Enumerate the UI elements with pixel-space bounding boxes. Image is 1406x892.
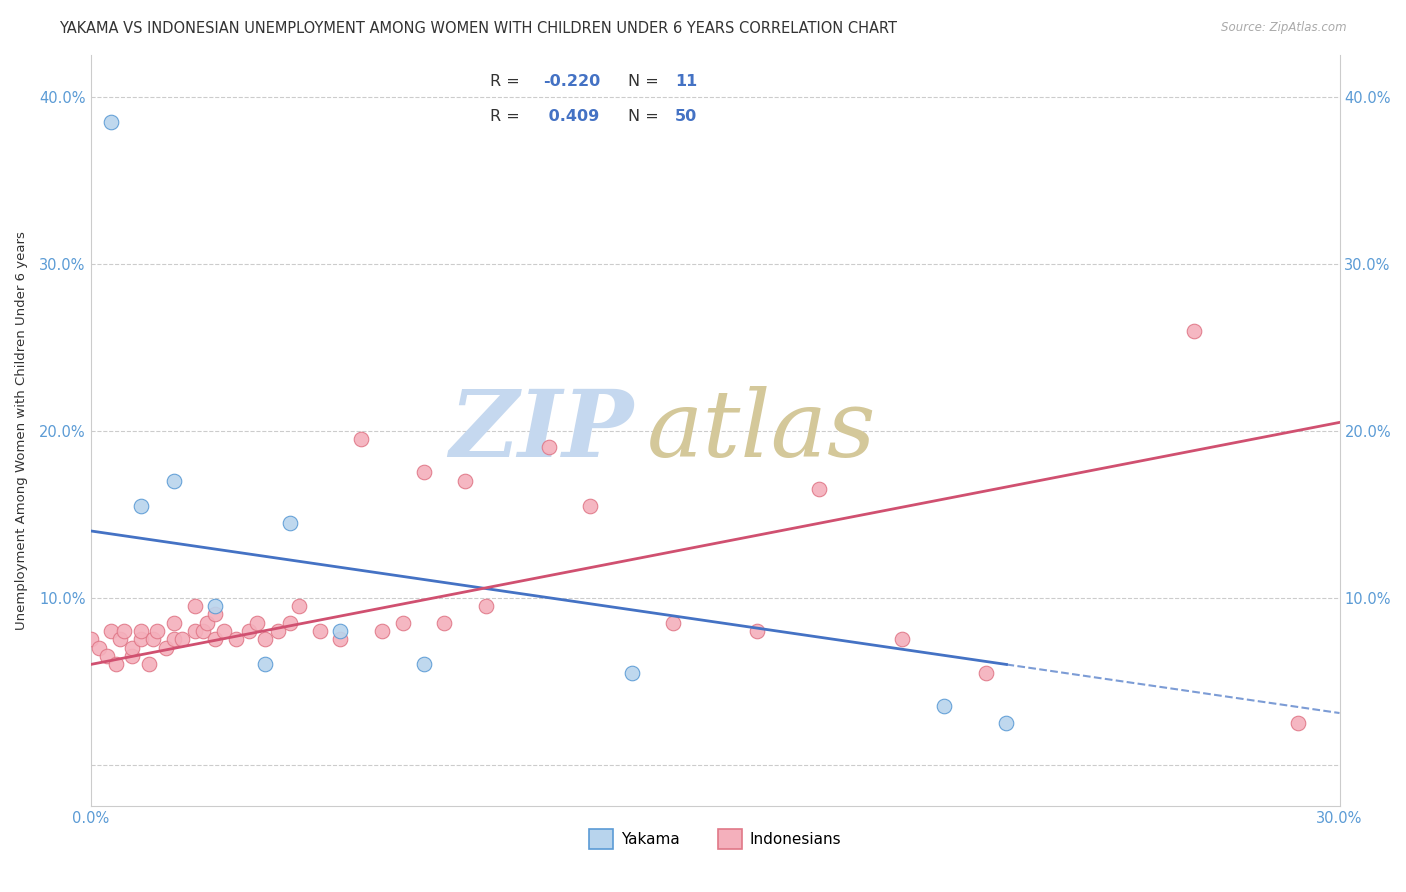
- Point: [112, 624, 135, 638]
- Text: R =: R =: [491, 109, 520, 124]
- Text: ZIP: ZIP: [450, 385, 634, 475]
- Point: [163, 615, 186, 630]
- Point: [475, 599, 498, 613]
- Point: [142, 632, 165, 647]
- Point: [579, 499, 602, 513]
- Point: [204, 632, 226, 647]
- Point: [329, 632, 352, 647]
- Point: [1286, 715, 1309, 730]
- Point: [662, 615, 685, 630]
- Point: [104, 657, 127, 672]
- Point: [121, 649, 143, 664]
- Point: [163, 632, 186, 647]
- Point: [995, 715, 1018, 730]
- Point: [371, 624, 394, 638]
- Point: [537, 441, 560, 455]
- Point: [392, 615, 415, 630]
- Point: [129, 632, 152, 647]
- Text: N =: N =: [627, 74, 658, 89]
- Point: [238, 624, 260, 638]
- Text: R =: R =: [491, 74, 520, 89]
- Point: [620, 665, 643, 680]
- Text: N =: N =: [627, 109, 658, 124]
- Point: [745, 624, 768, 638]
- Point: [267, 624, 290, 638]
- Point: [195, 615, 218, 630]
- Point: [433, 615, 456, 630]
- Point: [183, 624, 205, 638]
- Point: [146, 624, 169, 638]
- Point: [108, 632, 131, 647]
- Point: [808, 482, 831, 496]
- Point: [254, 632, 277, 647]
- Point: [280, 516, 302, 530]
- Point: [183, 599, 205, 613]
- Point: [329, 624, 352, 638]
- Point: [129, 499, 152, 513]
- Legend: Yakama, Indonesians: Yakama, Indonesians: [582, 823, 848, 855]
- Point: [350, 432, 373, 446]
- Point: [172, 632, 194, 647]
- Point: [254, 657, 277, 672]
- Point: [87, 640, 110, 655]
- Point: [138, 657, 160, 672]
- Text: 11: 11: [675, 74, 697, 89]
- Point: [96, 649, 118, 664]
- Text: Source: ZipAtlas.com: Source: ZipAtlas.com: [1222, 21, 1347, 35]
- Point: [163, 474, 186, 488]
- Point: [100, 115, 122, 129]
- Text: YAKAMA VS INDONESIAN UNEMPLOYMENT AMONG WOMEN WITH CHILDREN UNDER 6 YEARS CORREL: YAKAMA VS INDONESIAN UNEMPLOYMENT AMONG …: [59, 21, 897, 37]
- Point: [204, 599, 226, 613]
- Point: [287, 599, 309, 613]
- Point: [121, 640, 143, 655]
- Text: -0.220: -0.220: [543, 74, 600, 89]
- Point: [100, 624, 122, 638]
- Point: [212, 624, 235, 638]
- Text: atlas: atlas: [647, 385, 876, 475]
- Y-axis label: Unemployment Among Women with Children Under 6 years: Unemployment Among Women with Children U…: [15, 231, 28, 630]
- Point: [891, 632, 914, 647]
- Point: [454, 474, 477, 488]
- Point: [412, 657, 434, 672]
- Point: [155, 640, 177, 655]
- Point: [932, 699, 955, 714]
- Point: [191, 624, 214, 638]
- Point: [204, 607, 226, 622]
- Point: [1182, 324, 1205, 338]
- Point: [246, 615, 269, 630]
- Point: [412, 466, 434, 480]
- Point: [280, 615, 302, 630]
- Point: [308, 624, 330, 638]
- Text: 50: 50: [675, 109, 697, 124]
- Text: 0.409: 0.409: [543, 109, 599, 124]
- Point: [974, 665, 997, 680]
- Point: [79, 632, 101, 647]
- Point: [129, 624, 152, 638]
- Point: [225, 632, 247, 647]
